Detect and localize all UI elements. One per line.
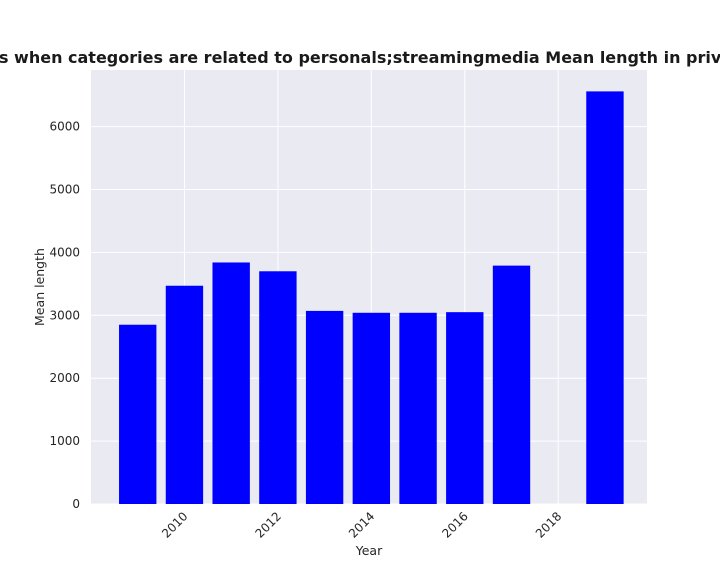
x-tick-label: 2012 — [253, 509, 284, 540]
bar-2014 — [352, 312, 391, 504]
bar-2010 — [165, 285, 204, 504]
y-tick-label: 2000 — [49, 371, 80, 385]
chart-title: Number of policies when categories are r… — [0, 48, 720, 67]
bar-2017 — [492, 265, 531, 504]
x-axis-label: Year — [355, 543, 383, 558]
x-tick-label: 2016 — [439, 509, 470, 540]
bar-2013 — [305, 310, 344, 504]
y-tick-label: 3000 — [49, 308, 80, 322]
bar-2016 — [446, 312, 484, 504]
y-tick-labels: 0 1000 2000 3000 4000 5000 6000 — [49, 120, 80, 511]
y-tick-label: 1000 — [49, 434, 80, 448]
bar-2019 — [586, 91, 624, 505]
x-tick-label: 2014 — [346, 509, 377, 540]
x-tick-label: 2010 — [159, 509, 190, 540]
y-tick-label: 6000 — [49, 120, 80, 134]
bar-2015 — [399, 312, 437, 504]
y-tick-label: 4000 — [49, 245, 80, 259]
y-tick-label: 5000 — [49, 183, 80, 197]
y-axis-label: Mean length — [32, 248, 47, 326]
bar-2012 — [259, 271, 297, 504]
bar-2011 — [212, 262, 250, 504]
y-tick-label: 0 — [72, 497, 80, 511]
x-tick-labels: 2010 2012 2014 2016 2018 — [159, 509, 564, 540]
bar-2009 — [119, 324, 157, 504]
x-tick-label: 2018 — [533, 509, 564, 540]
bars — [119, 91, 624, 505]
